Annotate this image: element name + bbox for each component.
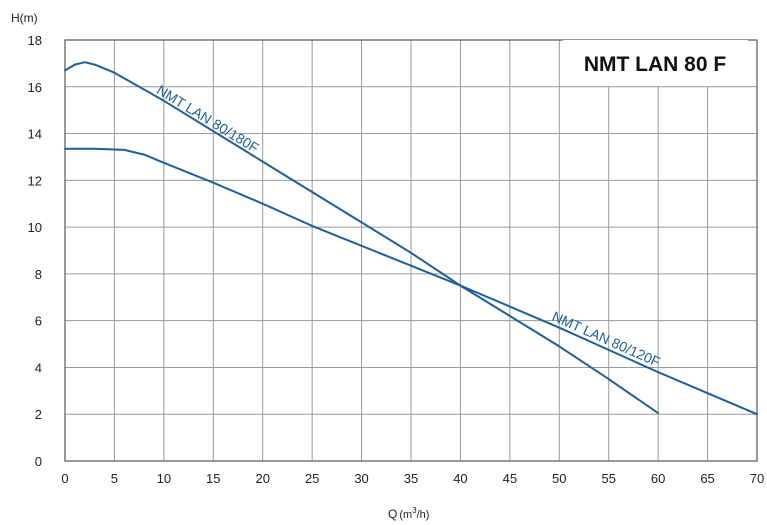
series-line-1 — [64, 147, 758, 416]
x-tick-label: 60 — [651, 471, 665, 486]
y-axis-title: H(m) — [11, 11, 38, 25]
series-label-0: NMT LAN 80/180F — [154, 82, 262, 156]
y-tick-label: 16 — [28, 80, 42, 95]
x-tick-label: 30 — [354, 471, 368, 486]
y-tick-label: 0 — [35, 454, 42, 469]
x-tick-label: 5 — [111, 471, 118, 486]
grid — [64, 39, 758, 462]
x-tick-label: 20 — [255, 471, 269, 486]
y-tick-label: 18 — [28, 33, 42, 48]
series-label-1: NMT LAN 80/120F — [550, 308, 663, 370]
x-tick-label: 70 — [750, 471, 764, 486]
x-tick-label: 10 — [157, 471, 171, 486]
x-tick-label: 15 — [206, 471, 220, 486]
curve-labels: NMT LAN 80/180F NMT LAN 80/120F — [154, 82, 663, 370]
x-tick-label: 40 — [453, 471, 467, 486]
plot-frame — [64, 39, 758, 462]
x-tick-label: 35 — [404, 471, 418, 486]
y-tick-label: 14 — [28, 127, 42, 142]
x-tick-label: 65 — [700, 471, 714, 486]
x-tick-label: 45 — [503, 471, 517, 486]
y-tick-label: 6 — [35, 314, 42, 329]
y-tick-label: 10 — [28, 220, 42, 235]
series-line-0 — [64, 61, 660, 415]
curves — [64, 61, 758, 416]
x-tick-label: 50 — [552, 471, 566, 486]
y-tick-label: 4 — [35, 360, 42, 375]
x-tick-label: 25 — [305, 471, 319, 486]
chart-title: NMT LAN 80 F — [584, 53, 727, 76]
y-tick-label: 12 — [28, 173, 42, 188]
axis-tick-labels: 0 5 10 15 20 25 30 35 40 45 50 55 60 65 70 0 2 4 6 8 10 12 14 1… — [28, 33, 765, 486]
title-box — [563, 40, 748, 86]
x-tick-label: 55 — [601, 471, 615, 486]
x-axis-title: Q (m3/h) — [388, 506, 429, 521]
y-tick-label: 8 — [35, 267, 42, 282]
x-tick-label: 0 — [61, 471, 68, 486]
y-tick-label: 2 — [35, 407, 42, 422]
y-axis-unit: (m) — [20, 11, 38, 25]
